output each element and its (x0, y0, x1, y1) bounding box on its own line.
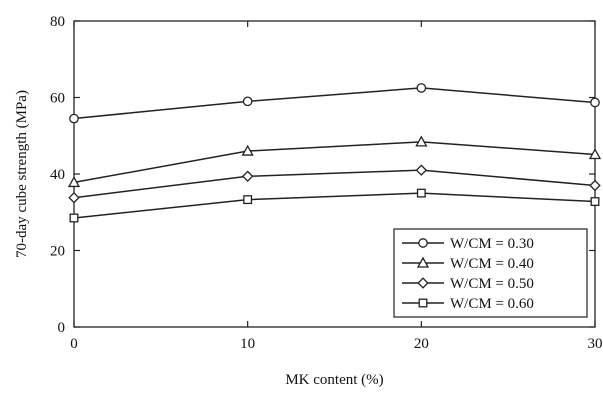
legend-label: W/CM = 0.30 (450, 236, 534, 252)
legend-marker (417, 277, 429, 289)
series-line (73, 87, 596, 120)
y-tick-label: 60 (50, 91, 65, 107)
data-point (242, 96, 253, 107)
legend-item: W/CM = 0.60 (402, 296, 534, 312)
series-1 (69, 83, 600, 124)
data-point (67, 176, 81, 188)
legend-label: W/CM = 0.60 (450, 296, 534, 312)
legend-item: W/CM = 0.50 (402, 276, 534, 292)
legend-label: W/CM = 0.50 (450, 276, 534, 292)
legend-marker (418, 298, 428, 308)
series-line (73, 141, 596, 184)
y-tick-label: 80 (50, 14, 65, 30)
data-point (415, 164, 428, 176)
data-point (590, 197, 600, 206)
data-point (241, 170, 254, 183)
y-tick-label: 0 (58, 320, 66, 336)
legend: W/CM = 0.30 W/CM = 0.40 W/CM = 0.50 W/CM = … (393, 228, 588, 318)
x-tick-label: 10 (240, 336, 255, 352)
data-point (589, 179, 601, 192)
data-point (590, 97, 600, 108)
data-point (243, 195, 253, 205)
legend-item: W/CM = 0.30 (402, 236, 534, 252)
series-layer (67, 83, 602, 223)
data-point (69, 213, 79, 223)
series-2 (67, 135, 602, 188)
x-tick-label: 0 (70, 336, 78, 352)
series-line (73, 169, 596, 199)
x-tick-label: 30 (588, 336, 603, 352)
series-4 (69, 188, 600, 223)
axes: 0 10 20 30 0 20 40 60 80 (50, 14, 603, 352)
y-tick-label: 20 (50, 244, 65, 260)
x-tick-label: 20 (414, 336, 429, 352)
data-point (588, 148, 602, 160)
data-point (241, 144, 254, 156)
data-point (415, 135, 428, 147)
data-point (68, 191, 80, 204)
legend-label: W/CM = 0.40 (450, 256, 534, 272)
data-point (416, 83, 427, 93)
y-tick-label: 40 (50, 167, 65, 183)
series-3 (68, 164, 601, 204)
legend-marker (418, 238, 428, 248)
x-axis-label: MK content (%) (285, 372, 383, 388)
legend-marker (416, 256, 430, 268)
legend-item: W/CM = 0.40 (402, 256, 534, 272)
data-point (69, 113, 79, 124)
series-line (73, 192, 596, 219)
data-point (416, 188, 426, 198)
y-axis-label: 70-day cube strength (MPa) (14, 90, 30, 258)
